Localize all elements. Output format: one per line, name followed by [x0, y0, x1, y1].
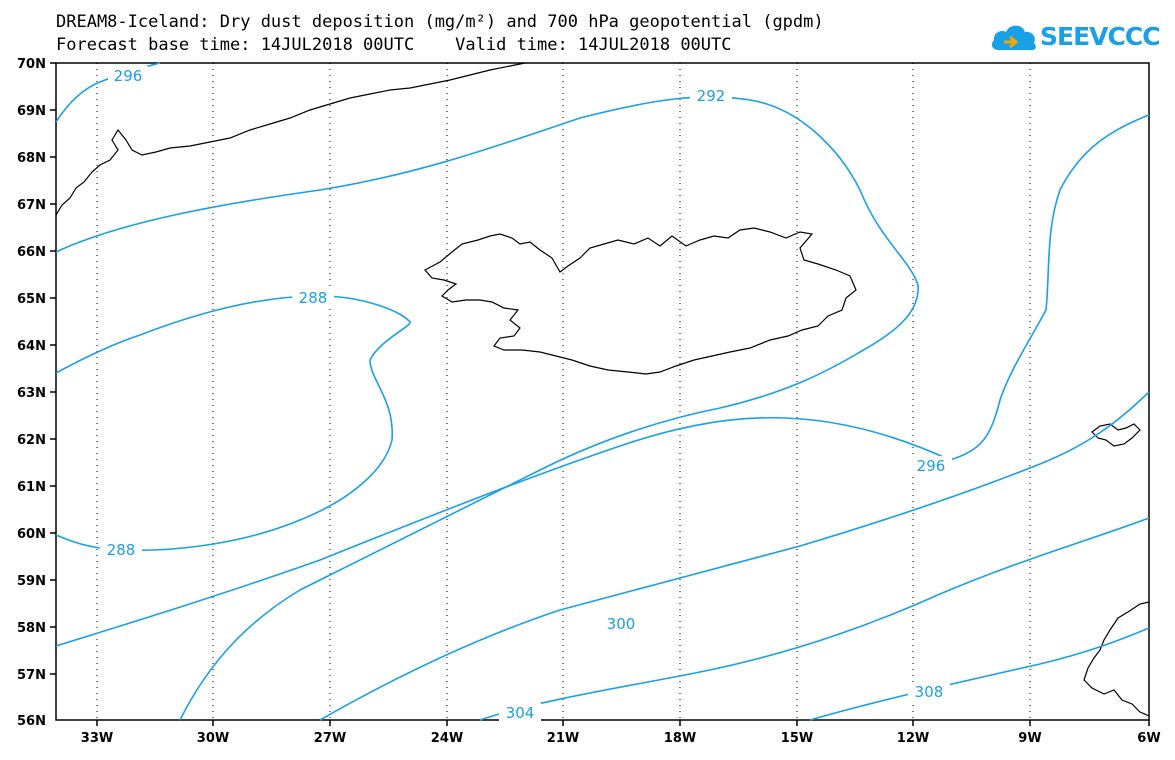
contour-296-right [55, 114, 1150, 647]
lat-label: 70N [17, 57, 46, 72]
lat-label: 69N [17, 104, 46, 119]
contour-304 [479, 517, 1150, 721]
lat-label: 60N [17, 527, 46, 542]
lon-label: 21W [547, 731, 579, 746]
contour-label: 288 [107, 541, 136, 559]
contour-label: 304 [506, 704, 535, 722]
contour-label: 296 [917, 457, 946, 475]
contour-308 [809, 627, 1150, 721]
lon-label: 6W [1137, 731, 1160, 746]
lat-label: 62N [17, 433, 46, 448]
geopotential-contours [55, 62, 1150, 721]
lon-label: 12W [897, 731, 929, 746]
contour-label: 300 [607, 615, 636, 633]
scotland-coast [1083, 601, 1150, 717]
lat-label: 63N [17, 386, 46, 401]
lat-label: 66N [17, 245, 46, 260]
lat-label: 68N [17, 151, 46, 166]
contour-label: 308 [915, 683, 944, 701]
coastlines [55, 62, 1150, 717]
lon-label: 33W [81, 731, 113, 746]
lat-label: 65N [17, 292, 46, 307]
lon-label: 30W [197, 731, 229, 746]
longitude-gridlines [96, 63, 1031, 720]
lat-label: 58N [17, 621, 46, 636]
lat-label: 56N [17, 714, 46, 729]
lon-label: 9W [1018, 731, 1041, 746]
lat-label: 59N [17, 574, 46, 589]
lon-label: 15W [781, 731, 813, 746]
lat-label: 67N [17, 198, 46, 213]
contour-label: 288 [299, 289, 328, 307]
seevccc-logo: SEEVCCC [990, 20, 1161, 56]
contour-288 [55, 295, 411, 551]
map-title-line1: DREAM8-Iceland: Dry dust deposition (mg/… [56, 12, 824, 32]
contour-292 [55, 96, 919, 721]
cloud-icon [991, 25, 1036, 51]
iceland-coast [424, 227, 857, 375]
lon-label: 24W [431, 731, 463, 746]
lon-label: 27W [314, 731, 346, 746]
lat-label: 61N [17, 480, 46, 495]
axis-ticks [50, 62, 1150, 726]
contour-label: 296 [114, 67, 143, 85]
contour-label: 292 [697, 87, 726, 105]
lat-label: 57N [17, 668, 46, 683]
map-title-line2: Forecast base time: 14JUL2018 00UTC Vali… [56, 35, 732, 55]
logo-text: SEEVCCC [1040, 22, 1161, 51]
faroe-coast [1091, 423, 1141, 447]
contour-300 [319, 391, 1150, 721]
lat-label: 64N [17, 339, 46, 354]
lon-label: 18W [664, 731, 696, 746]
greenland-coast [55, 62, 526, 216]
